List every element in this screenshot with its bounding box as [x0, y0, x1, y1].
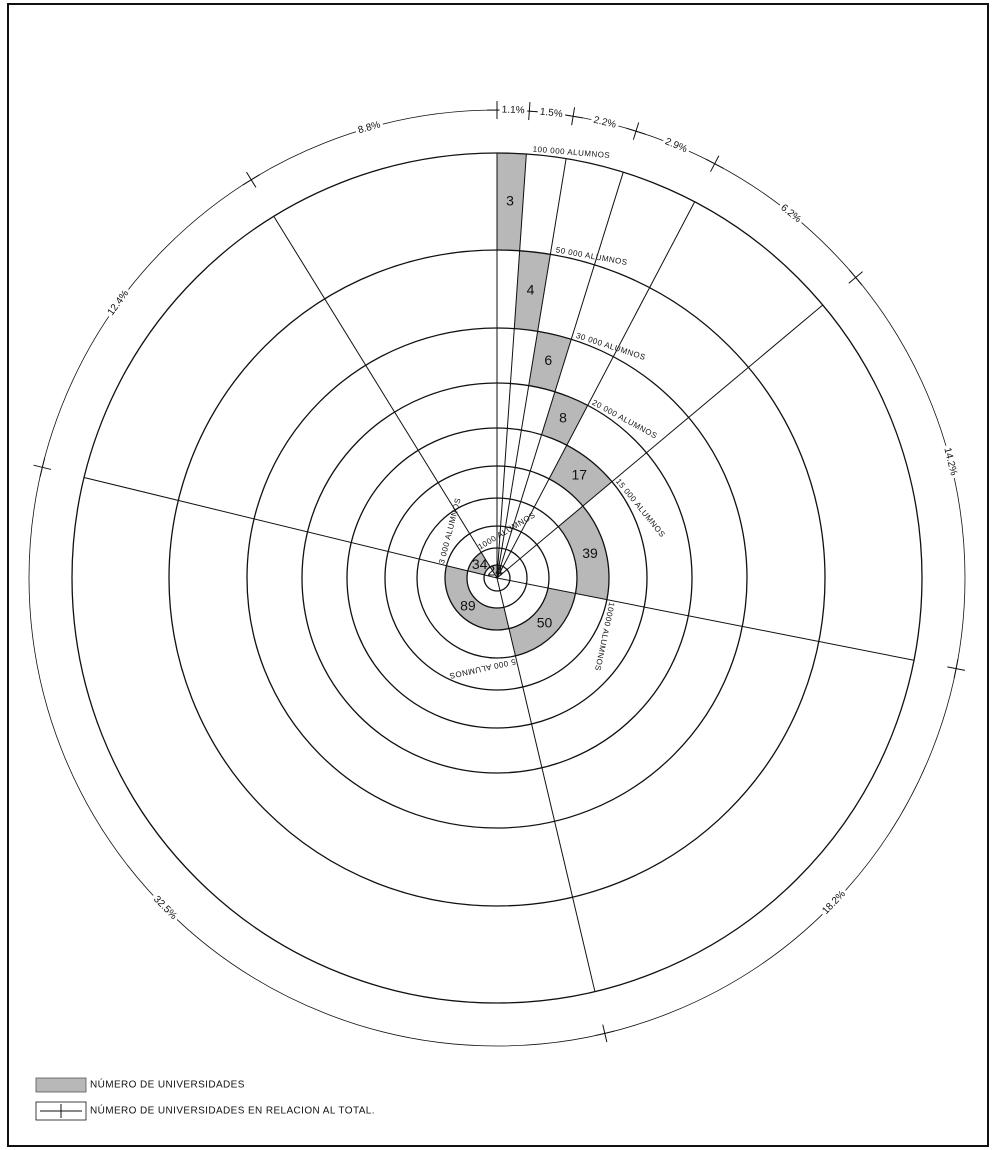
percent-label: 2.2%	[592, 115, 617, 131]
tick	[953, 658, 959, 679]
ring-label: 15 000 ALUMNOS	[614, 477, 667, 539]
ring-label: 20 000 ALUMNOS	[591, 398, 659, 441]
legend-swatch	[35, 1101, 87, 1121]
spoke	[273, 216, 498, 579]
tick	[626, 127, 646, 135]
percent-label: 6.2%	[778, 202, 803, 225]
frame	[7, 3, 989, 1147]
ring-label: 30 000 ALUMNOS	[575, 331, 647, 362]
ring-label: 10000 ALUMNOS	[593, 601, 616, 671]
spoke	[496, 153, 527, 579]
legend-label: NÚMERO DE UNIVERSIDADES	[90, 1078, 245, 1091]
legend-swatch	[35, 1077, 87, 1093]
spoke	[496, 158, 567, 579]
legend-label: NÚMERO DE UNIVERSIDADES EN RELACION AL T…	[90, 1104, 375, 1117]
spoke	[496, 577, 596, 992]
ring-label: 5 000 ALUMNOS	[448, 657, 516, 680]
count-label: 4	[527, 282, 535, 298]
tick	[39, 457, 46, 477]
count-label: 17	[571, 467, 587, 483]
count-label: 34	[472, 556, 488, 572]
tick	[705, 158, 724, 169]
ring-label: 100 000 ALUMNOS	[532, 145, 610, 160]
tick	[848, 269, 863, 286]
tick	[519, 110, 540, 113]
count-label: 89	[460, 598, 476, 614]
spoke	[496, 201, 696, 579]
tick	[563, 114, 583, 119]
spoke	[496, 577, 915, 661]
spoke	[496, 172, 624, 579]
tick	[595, 1030, 615, 1037]
percent-label: 1.5%	[539, 107, 563, 121]
percent-label: 14.2%	[941, 447, 959, 477]
count-label: 50	[537, 614, 553, 630]
spoke	[496, 304, 824, 579]
percent-label: 1.1%	[502, 105, 525, 117]
count-label: 3	[506, 192, 514, 208]
spoke	[83, 477, 498, 579]
percent-label: 2.9%	[663, 136, 688, 155]
count-label: 6	[544, 352, 552, 368]
count-label: 8	[559, 409, 567, 425]
count-label: 39	[582, 545, 598, 561]
percent-label: 8.8%	[357, 119, 382, 136]
tick	[242, 174, 260, 186]
percent-label: 32.5%	[151, 894, 179, 922]
percent-label: 12.4%	[106, 288, 132, 317]
percent-label: 18.2%	[820, 889, 848, 917]
